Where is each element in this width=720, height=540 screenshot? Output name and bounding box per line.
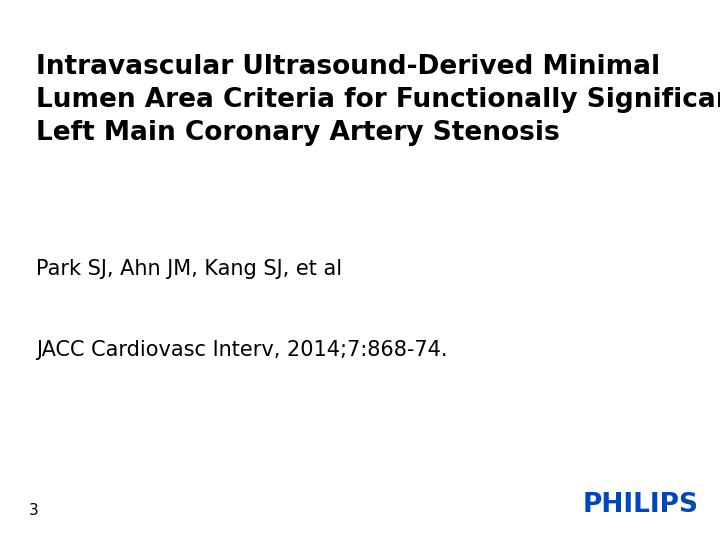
Text: Intravascular Ultrasound-Derived Minimal
Lumen Area Criteria for Functionally Si: Intravascular Ultrasound-Derived Minimal…: [36, 54, 720, 146]
Text: PHILIPS: PHILIPS: [582, 492, 698, 518]
Text: Park SJ, Ahn JM, Kang SJ, et al: Park SJ, Ahn JM, Kang SJ, et al: [36, 259, 342, 279]
Text: JACC Cardiovasc Interv, 2014;7:868-74.: JACC Cardiovasc Interv, 2014;7:868-74.: [36, 340, 448, 360]
Text: 3: 3: [29, 503, 39, 518]
